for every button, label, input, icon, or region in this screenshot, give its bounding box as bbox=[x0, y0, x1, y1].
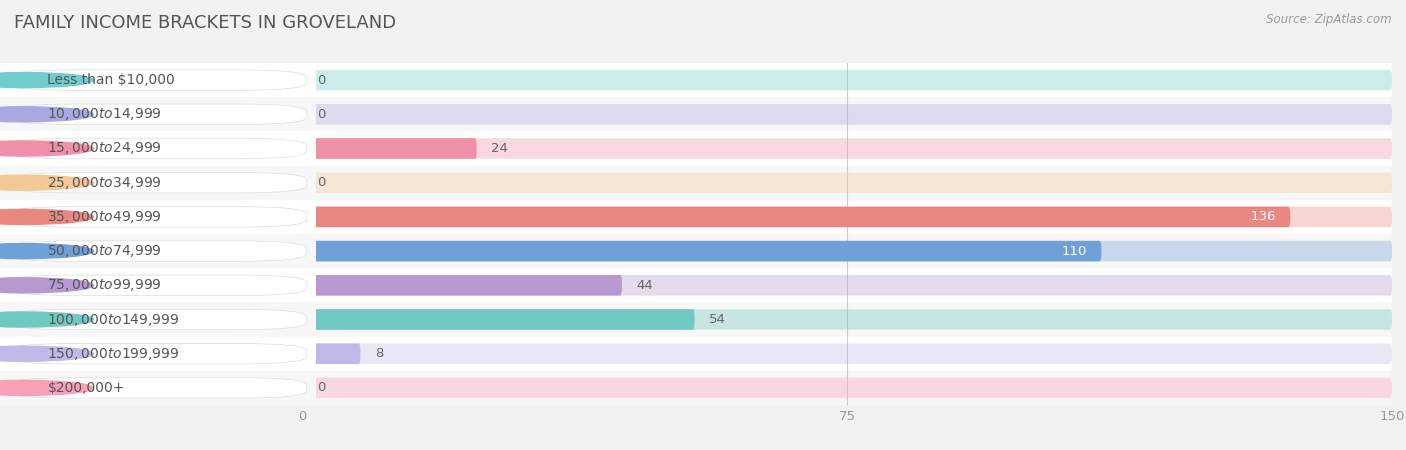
FancyBboxPatch shape bbox=[302, 207, 1392, 227]
Text: $15,000 to $24,999: $15,000 to $24,999 bbox=[48, 140, 162, 157]
FancyBboxPatch shape bbox=[302, 343, 1392, 364]
Text: $75,000 to $99,999: $75,000 to $99,999 bbox=[48, 277, 162, 293]
Circle shape bbox=[0, 175, 93, 190]
FancyBboxPatch shape bbox=[302, 63, 1392, 97]
Text: 24: 24 bbox=[491, 142, 508, 155]
Text: 0: 0 bbox=[316, 74, 325, 86]
Circle shape bbox=[0, 380, 93, 396]
FancyBboxPatch shape bbox=[7, 70, 307, 90]
FancyBboxPatch shape bbox=[302, 97, 1392, 131]
FancyBboxPatch shape bbox=[0, 268, 316, 302]
FancyBboxPatch shape bbox=[302, 343, 360, 364]
FancyBboxPatch shape bbox=[302, 309, 1392, 330]
FancyBboxPatch shape bbox=[7, 309, 307, 330]
FancyBboxPatch shape bbox=[0, 234, 316, 268]
FancyBboxPatch shape bbox=[302, 131, 1392, 166]
Text: $50,000 to $74,999: $50,000 to $74,999 bbox=[48, 243, 162, 259]
Text: $150,000 to $199,999: $150,000 to $199,999 bbox=[48, 346, 180, 362]
Text: 44: 44 bbox=[637, 279, 654, 292]
FancyBboxPatch shape bbox=[0, 200, 316, 234]
FancyBboxPatch shape bbox=[302, 371, 1392, 405]
Circle shape bbox=[0, 243, 93, 259]
Text: $35,000 to $49,999: $35,000 to $49,999 bbox=[48, 209, 162, 225]
Circle shape bbox=[0, 312, 93, 327]
Text: Less than $10,000: Less than $10,000 bbox=[48, 73, 176, 87]
Circle shape bbox=[0, 107, 93, 122]
FancyBboxPatch shape bbox=[302, 138, 477, 159]
FancyBboxPatch shape bbox=[7, 207, 307, 227]
FancyBboxPatch shape bbox=[0, 131, 316, 166]
Circle shape bbox=[0, 346, 93, 361]
FancyBboxPatch shape bbox=[7, 241, 307, 261]
FancyBboxPatch shape bbox=[7, 378, 307, 398]
FancyBboxPatch shape bbox=[0, 97, 316, 131]
FancyBboxPatch shape bbox=[302, 207, 1291, 227]
FancyBboxPatch shape bbox=[302, 378, 1392, 398]
FancyBboxPatch shape bbox=[0, 337, 316, 371]
FancyBboxPatch shape bbox=[302, 138, 1392, 159]
FancyBboxPatch shape bbox=[0, 302, 316, 337]
Circle shape bbox=[0, 141, 93, 156]
FancyBboxPatch shape bbox=[7, 275, 307, 296]
FancyBboxPatch shape bbox=[7, 343, 307, 364]
FancyBboxPatch shape bbox=[302, 268, 1392, 302]
FancyBboxPatch shape bbox=[7, 172, 307, 193]
FancyBboxPatch shape bbox=[302, 337, 1392, 371]
Text: 136: 136 bbox=[1250, 211, 1275, 223]
FancyBboxPatch shape bbox=[0, 371, 316, 405]
FancyBboxPatch shape bbox=[0, 63, 316, 97]
Text: 0: 0 bbox=[316, 176, 325, 189]
Text: 8: 8 bbox=[375, 347, 384, 360]
FancyBboxPatch shape bbox=[302, 241, 1101, 261]
Text: 0: 0 bbox=[316, 108, 325, 121]
FancyBboxPatch shape bbox=[302, 309, 695, 330]
Text: FAMILY INCOME BRACKETS IN GROVELAND: FAMILY INCOME BRACKETS IN GROVELAND bbox=[14, 14, 396, 32]
FancyBboxPatch shape bbox=[7, 104, 307, 125]
Text: $10,000 to $14,999: $10,000 to $14,999 bbox=[48, 106, 162, 122]
FancyBboxPatch shape bbox=[0, 166, 316, 200]
FancyBboxPatch shape bbox=[302, 234, 1392, 268]
Text: $25,000 to $34,999: $25,000 to $34,999 bbox=[48, 175, 162, 191]
Text: 0: 0 bbox=[316, 382, 325, 394]
FancyBboxPatch shape bbox=[302, 200, 1392, 234]
FancyBboxPatch shape bbox=[302, 275, 1392, 296]
Text: $200,000+: $200,000+ bbox=[48, 381, 125, 395]
Text: Source: ZipAtlas.com: Source: ZipAtlas.com bbox=[1267, 14, 1392, 27]
Circle shape bbox=[0, 209, 93, 225]
Text: $100,000 to $149,999: $100,000 to $149,999 bbox=[48, 311, 180, 328]
Circle shape bbox=[0, 72, 93, 88]
FancyBboxPatch shape bbox=[302, 302, 1392, 337]
Text: 110: 110 bbox=[1062, 245, 1087, 257]
FancyBboxPatch shape bbox=[302, 275, 621, 296]
FancyBboxPatch shape bbox=[302, 172, 1392, 193]
FancyBboxPatch shape bbox=[302, 166, 1392, 200]
FancyBboxPatch shape bbox=[302, 241, 1392, 261]
FancyBboxPatch shape bbox=[7, 138, 307, 159]
Text: 54: 54 bbox=[709, 313, 725, 326]
Circle shape bbox=[0, 278, 93, 293]
FancyBboxPatch shape bbox=[302, 104, 1392, 125]
FancyBboxPatch shape bbox=[302, 70, 1392, 90]
